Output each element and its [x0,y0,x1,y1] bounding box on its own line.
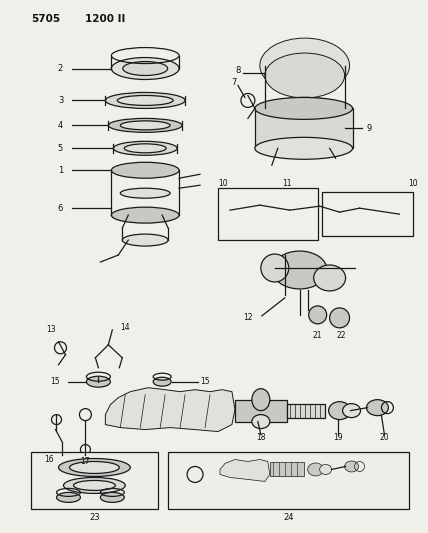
Ellipse shape [314,265,345,291]
Text: 4: 4 [58,121,63,130]
Polygon shape [220,459,270,481]
Ellipse shape [56,492,80,503]
Ellipse shape [123,61,168,76]
Polygon shape [105,387,235,432]
Text: 20: 20 [380,433,389,442]
Ellipse shape [320,464,332,474]
Bar [235,400,287,422]
Ellipse shape [260,38,350,93]
Text: 8: 8 [235,66,241,75]
Text: 3: 3 [58,96,63,105]
Ellipse shape [265,98,345,119]
Ellipse shape [366,400,389,416]
Ellipse shape [74,480,115,490]
Ellipse shape [255,98,353,119]
Ellipse shape [101,492,124,503]
Text: 21: 21 [313,332,322,340]
Text: 11: 11 [282,179,291,188]
Text: 18: 18 [256,433,266,442]
Text: 23: 23 [89,513,100,522]
Circle shape [330,308,350,328]
Ellipse shape [86,376,110,387]
Text: 7: 7 [231,78,237,87]
Ellipse shape [59,458,130,477]
Text: 16: 16 [44,455,54,464]
Text: 24: 24 [283,513,294,522]
Bar [322,192,413,236]
Ellipse shape [111,58,179,79]
Ellipse shape [255,138,353,159]
Text: 5: 5 [58,144,63,153]
Bar [218,188,318,240]
Ellipse shape [120,188,170,198]
Ellipse shape [124,144,166,153]
Ellipse shape [342,403,360,417]
Text: 1200 II: 1200 II [85,14,125,23]
Text: 6: 6 [58,204,63,213]
Ellipse shape [329,402,351,419]
Ellipse shape [113,141,177,155]
Text: 22: 22 [337,332,346,340]
Bar [168,451,409,510]
Text: 10: 10 [218,179,228,188]
Ellipse shape [345,461,359,472]
Ellipse shape [111,207,179,223]
Bar [287,403,325,417]
Ellipse shape [120,121,170,130]
Text: 13: 13 [46,325,55,334]
Text: 12: 12 [243,313,253,322]
Text: 5705: 5705 [31,14,60,23]
Ellipse shape [252,415,270,429]
Ellipse shape [308,463,324,476]
Bar [270,463,304,477]
Ellipse shape [63,478,125,494]
Text: 15: 15 [200,377,210,386]
Ellipse shape [252,389,270,410]
Text: 9: 9 [367,124,372,133]
Text: 1: 1 [58,166,63,175]
Ellipse shape [105,92,185,108]
Ellipse shape [69,462,119,473]
Ellipse shape [117,95,173,106]
Ellipse shape [108,118,182,132]
Circle shape [309,306,327,324]
Ellipse shape [272,251,327,289]
Text: 17: 17 [80,457,90,466]
Text: 19: 19 [333,433,342,442]
Text: 10: 10 [408,179,417,188]
Text: 14: 14 [120,324,130,333]
Text: 15: 15 [51,377,60,386]
Ellipse shape [261,254,289,282]
Ellipse shape [111,162,179,178]
Text: 2: 2 [58,64,63,73]
Bar [255,108,353,148]
Ellipse shape [153,377,171,386]
Ellipse shape [265,53,345,98]
Bar [30,451,158,510]
Ellipse shape [122,234,168,246]
